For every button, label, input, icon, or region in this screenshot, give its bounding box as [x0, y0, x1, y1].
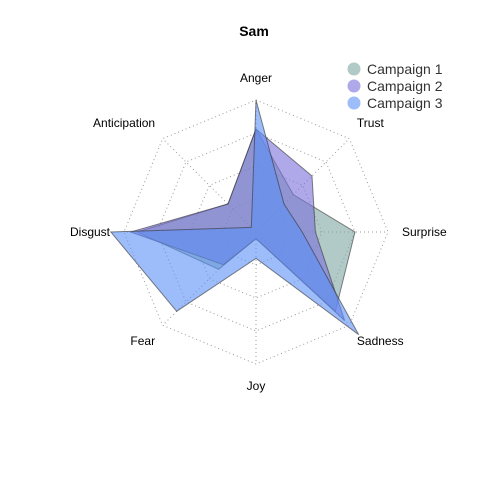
axis-label-disgust: Disgust [70, 225, 111, 239]
axis-labels: Anger Trust Surprise Sadness Joy Fear Disgust A… [70, 71, 447, 393]
legend-swatch-campaign-3 [347, 96, 361, 110]
series-campaign-3 [109, 99, 360, 336]
grid-ring-2 [189, 165, 323, 299]
axis-label-trust: Trust [357, 116, 385, 130]
axis-label-anticipation: Anticipation [93, 116, 155, 130]
axis-label-fear: Fear [130, 334, 155, 348]
chart-title: Sam [239, 23, 269, 39]
legend-swatch-campaign-2 [347, 79, 361, 93]
legend-swatch-campaign-1 [347, 62, 361, 76]
series-layer [109, 99, 360, 336]
axis-label-anger: Anger [240, 71, 272, 85]
legend-label-campaign-3: Campaign 3 [367, 95, 443, 111]
grid-ring-4 [123, 99, 389, 365]
axis-label-sadness: Sadness [357, 334, 404, 348]
axis-label-joy: Joy [247, 379, 266, 393]
legend-label-campaign-2: Campaign 2 [367, 78, 443, 94]
legend-label-campaign-1: Campaign 1 [367, 61, 443, 77]
axis-label-surprise: Surprise [402, 225, 447, 239]
